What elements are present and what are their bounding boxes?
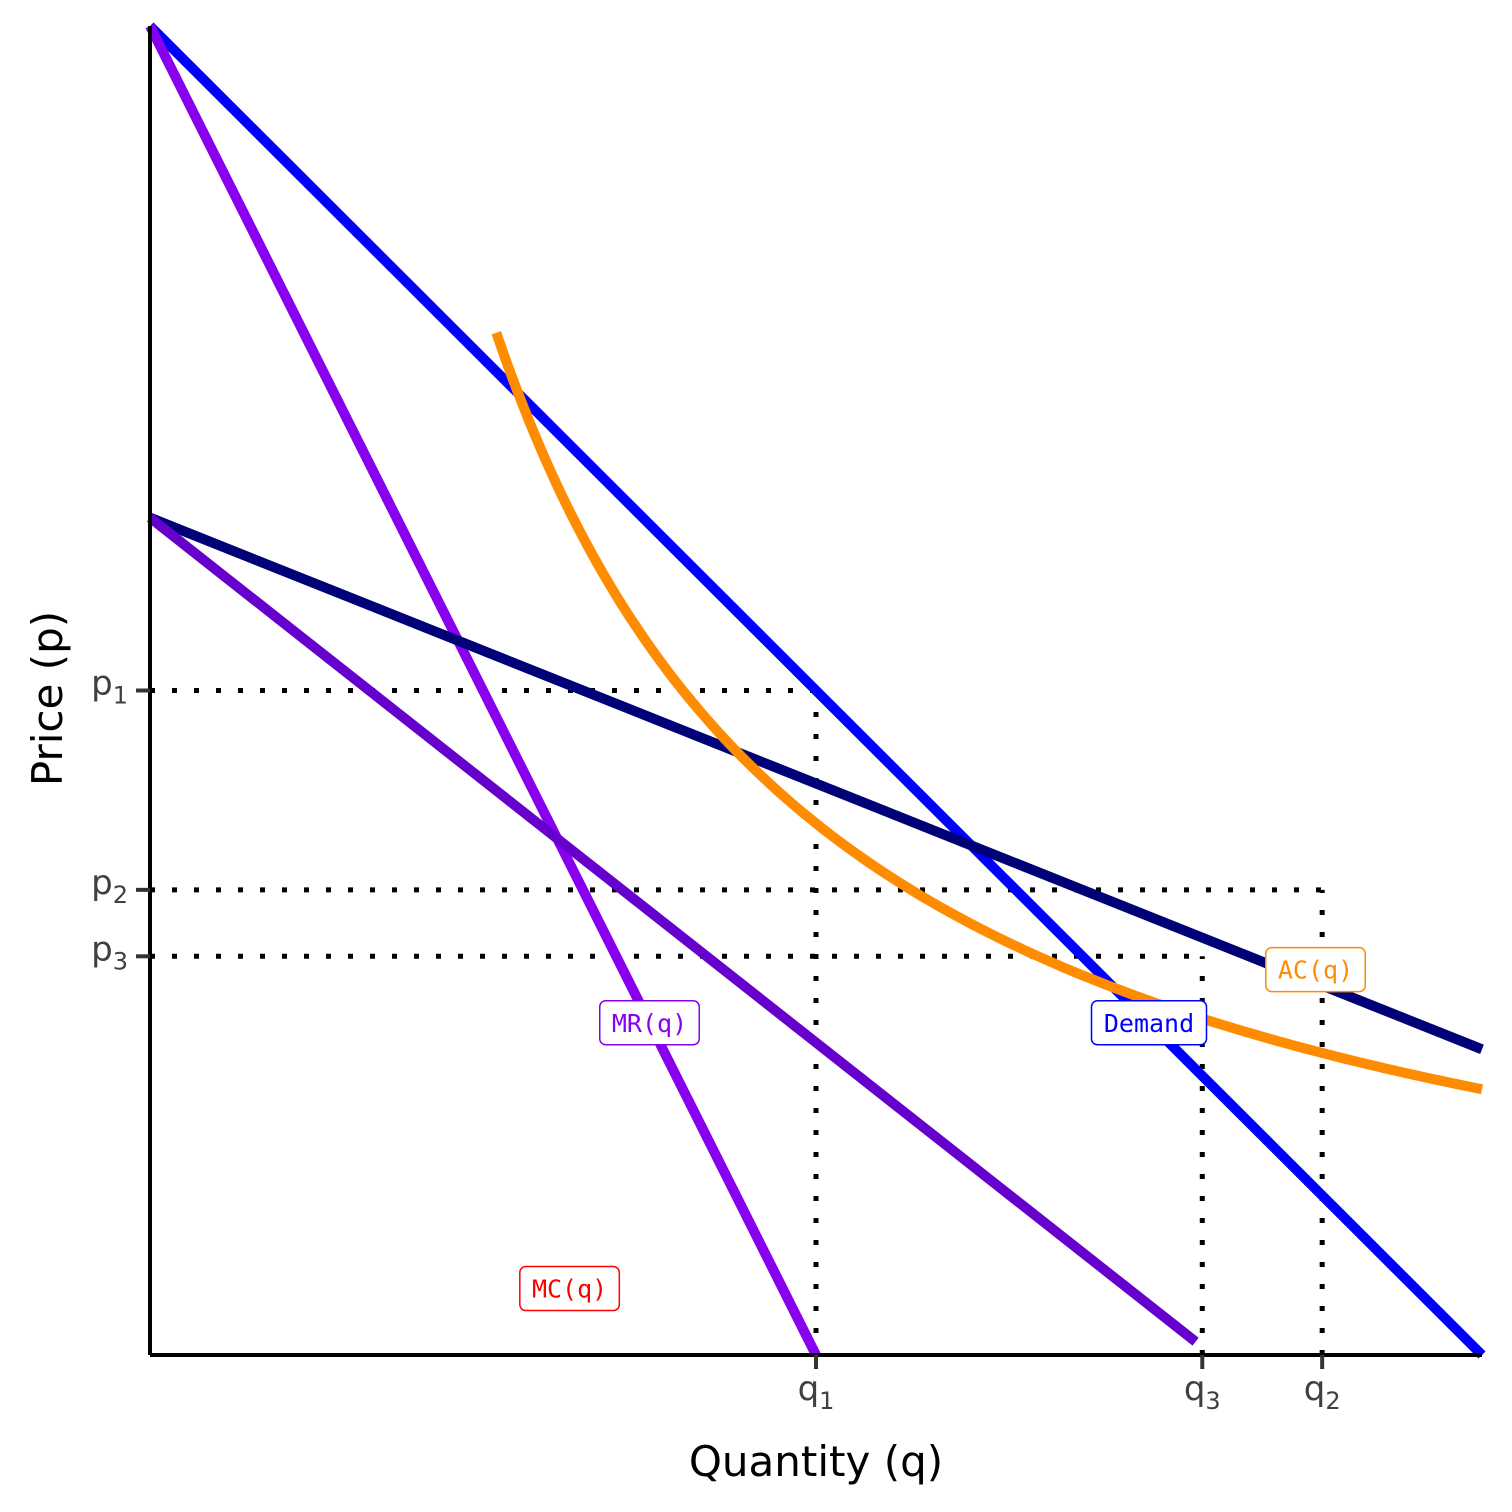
ticks: q1 q3 q2 p1 p2 p3 [91,664,1340,1416]
x-tick-label-q2: q2 [1304,1369,1341,1415]
ac-label-text: AC(q) [1278,956,1353,985]
mc-label-text: MC(q) [532,1275,607,1304]
line_b-curve [146,513,1199,1346]
demand-label-box [1090,1000,1208,1046]
demand-label: Demand [1090,1000,1208,1046]
ac-label-box [1265,946,1366,993]
mr-label-text: MR(q) [612,1009,687,1038]
mc-label: MC(q) [519,1265,621,1312]
y-axis-title: Price (p) [23,611,72,786]
curves [145,22,1486,1359]
mr-curve [145,23,821,1358]
y-tick-label-p3: p3 [91,929,128,975]
ac-label: AC(q) [1265,946,1366,993]
y-tick-label-p2: p2 [91,863,128,909]
x-axis-title: Quantity (q) [689,1437,943,1486]
x-tick-label-q1: q1 [798,1369,835,1415]
curve-labels: MR(q) Demand AC(q) MC(q) [519,946,1366,1312]
mr-label-box [599,1000,700,1046]
mc-label-box [519,1265,621,1312]
ac-curve [491,331,1483,1095]
x-tick-label-q3: q3 [1184,1369,1221,1415]
y-tick-label-p1: p1 [91,664,128,710]
mr-label: MR(q) [599,1000,700,1046]
demand-curve [146,22,1486,1359]
demand-label-text: Demand [1104,1009,1194,1038]
line_a-curve [148,513,1484,1054]
